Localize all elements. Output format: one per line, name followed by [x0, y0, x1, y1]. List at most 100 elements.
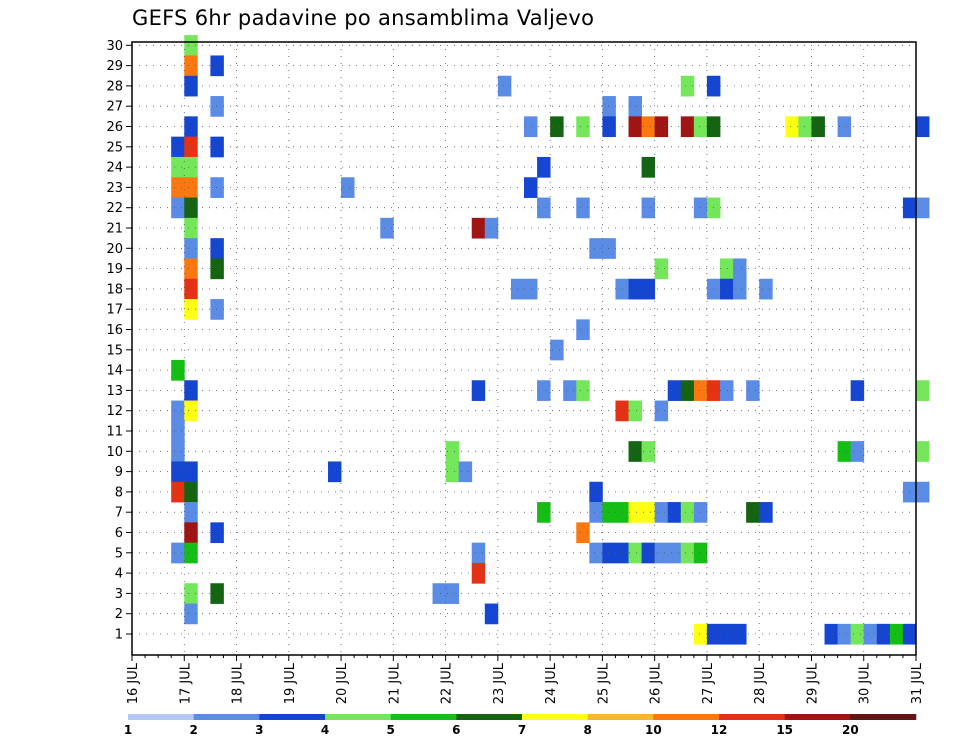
x-axis: 16 JUL 17 JUL 18 JUL 19 JUL 20 JUL 21 JUL 22 J… — [126, 655, 925, 704]
heatmap-cell — [184, 481, 198, 503]
heatmap-cell — [589, 238, 603, 259]
heatmap-cell — [576, 116, 590, 138]
x-tick-label: 31 JUL — [910, 662, 925, 704]
x-tick-label: 27 JUL — [701, 662, 716, 704]
heatmap-cell — [184, 603, 198, 625]
heatmap-cell — [733, 278, 747, 300]
heatmap-cell — [171, 420, 185, 442]
heatmap-cell — [667, 380, 682, 401]
y-tick-label: 1 — [115, 628, 123, 643]
heatmap-cell — [210, 299, 224, 320]
heatmap-cell — [654, 400, 669, 422]
heatmap-cell — [720, 278, 734, 300]
heatmap-cell — [641, 441, 656, 462]
heatmap-cell — [680, 116, 695, 138]
colorbar-label: 7 — [518, 723, 526, 737]
heatmap-cell — [184, 238, 198, 259]
heatmap-cell — [576, 319, 590, 341]
heatmap-cell — [628, 278, 642, 300]
heatmap-cell — [576, 380, 590, 401]
heatmap-cell — [641, 116, 656, 138]
y-tick-label: 9 — [115, 465, 123, 480]
heatmap-cell — [550, 116, 564, 138]
heatmap-cell — [524, 116, 538, 138]
x-tick-label: 19 JUL — [283, 662, 298, 704]
heatmap-cell — [850, 441, 865, 462]
heatmap-cell — [184, 502, 198, 523]
x-tick-label: 18 JUL — [231, 662, 246, 704]
heatmap-cell — [210, 96, 224, 117]
heatmap-cell — [641, 156, 656, 178]
heatmap-cell — [184, 299, 198, 320]
heatmap-cell — [628, 400, 642, 422]
y-tick-label: 29 — [106, 59, 123, 74]
heatmap-cell — [184, 197, 198, 219]
heatmap-cell — [537, 380, 551, 401]
chart-title: GEFS 6hr padavine po ansamblima Valjevo — [132, 6, 595, 30]
heatmap-cell — [628, 96, 642, 117]
colorbar-swatch — [587, 714, 654, 720]
heatmap-cell — [916, 116, 930, 138]
heatmap-cell — [693, 623, 708, 645]
y-tick-label: 13 — [106, 384, 123, 399]
heatmap-cell — [380, 217, 394, 239]
colorbar-label: 5 — [386, 723, 394, 737]
x-tick-label: 25 JUL — [596, 662, 611, 704]
colorbar-label: 8 — [583, 723, 591, 737]
heatmap-cell — [746, 380, 760, 401]
heatmap-cell — [184, 258, 198, 280]
heatmap-cell — [524, 278, 538, 300]
heatmap-cell — [876, 623, 891, 645]
x-tick-label: 17 JUL — [178, 662, 193, 704]
heatmap-cell — [693, 542, 708, 564]
y-tick-label: 5 — [115, 546, 123, 561]
colorbar-swatch — [456, 714, 523, 720]
heatmap-cell — [589, 542, 603, 564]
heatmap-cell — [576, 522, 590, 544]
colorbar-label: 15 — [776, 723, 793, 737]
y-tick-label: 20 — [106, 242, 123, 257]
heatmap-cell — [184, 156, 198, 178]
colorbar-label: 20 — [842, 723, 859, 737]
heatmap-cell — [184, 116, 198, 138]
heatmap-cell — [171, 461, 185, 483]
heatmap-cell — [184, 136, 198, 158]
colorbar-swatch — [522, 714, 588, 720]
y-tick-label: 16 — [106, 323, 123, 338]
heatmap-cell — [537, 156, 551, 178]
heatmap-cell — [471, 542, 486, 564]
y-tick-label: 22 — [106, 201, 123, 216]
y-tick-label: 19 — [106, 262, 123, 277]
heatmap-cell — [746, 502, 760, 523]
y-tick-label: 15 — [106, 343, 123, 358]
heatmap-cell — [693, 380, 708, 401]
colorbar-swatch — [259, 714, 326, 720]
heatmap-cell — [171, 197, 185, 219]
heatmap-cell — [916, 481, 930, 503]
heatmap-cell — [720, 623, 734, 645]
heatmap-cell — [210, 55, 224, 77]
heatmap-cell — [916, 197, 930, 219]
grid-lines — [132, 42, 916, 655]
heatmap-cell — [785, 116, 799, 138]
heatmap-cell — [602, 116, 616, 138]
y-tick-label: 17 — [106, 303, 123, 318]
heatmap-cell — [184, 278, 198, 300]
colorbar-label: 10 — [645, 723, 662, 737]
y-tick-label: 24 — [106, 161, 123, 176]
colorbar-swatch — [193, 714, 260, 720]
y-axis: 1234567891011121314151617181920212223242… — [106, 39, 132, 643]
heatmap-cell — [824, 623, 838, 645]
heatmap-cell — [837, 441, 852, 462]
colorbar-swatch — [390, 714, 457, 720]
heatmap-cell — [641, 197, 656, 219]
y-tick-label: 14 — [106, 364, 123, 379]
heatmap-cell — [680, 502, 695, 523]
x-tick-label: 16 JUL — [126, 662, 141, 704]
y-tick-label: 3 — [115, 587, 123, 602]
x-tick-label: 26 JUL — [649, 662, 664, 704]
y-tick-label: 26 — [106, 120, 123, 135]
heatmap-cell — [641, 502, 656, 523]
x-tick-label: 24 JUL — [544, 662, 559, 704]
